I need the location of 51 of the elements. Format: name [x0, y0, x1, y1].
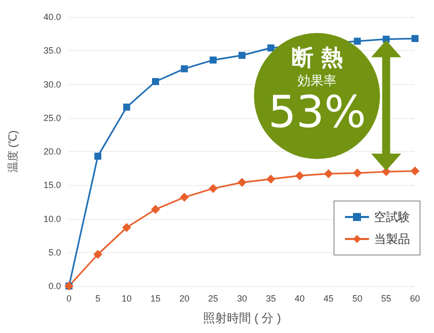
y-tick-label: 25.0: [43, 112, 61, 123]
point: [238, 52, 246, 59]
point: [238, 178, 246, 187]
x-tick-label: 45: [323, 294, 334, 304]
point: [354, 38, 361, 45]
legend-label: 空試験: [374, 210, 410, 224]
point: [210, 56, 217, 64]
point: [266, 174, 276, 184]
point: [93, 250, 102, 259]
x-tick-label: 15: [150, 294, 161, 304]
point: [151, 204, 160, 214]
y-tick-label: 20.0: [43, 146, 61, 156]
annotation: 断 熱: [290, 46, 344, 72]
point: [324, 169, 333, 178]
point: [382, 36, 390, 43]
x-tick-label: 25: [208, 294, 218, 304]
point: [122, 222, 132, 232]
x-tick-label: 20: [179, 294, 190, 304]
point: [412, 35, 418, 42]
point: [123, 104, 130, 111]
y-tick-label: 5.0: [48, 247, 61, 258]
y-tick-label: 30.0: [43, 79, 61, 90]
x-tick-label: 60: [410, 294, 420, 304]
x-tick-label: 30: [236, 294, 248, 304]
point: [180, 65, 188, 72]
x-axis-title: 照射時間 ( 分 ): [203, 311, 281, 325]
x-tick-label: 10: [122, 294, 132, 304]
point: [180, 192, 189, 202]
point: [352, 168, 362, 178]
x-tick-label: 50: [352, 294, 362, 304]
legend-label: 当製品: [374, 232, 410, 246]
annotation: 53%: [267, 87, 368, 138]
point: [208, 184, 218, 193]
y-axis-title: 温度 (℃): [6, 130, 20, 173]
y-tick-label: 15.0: [43, 180, 61, 190]
circle-badge: 断 熱 効果率 53%: [254, 33, 380, 159]
x-tick-label: 0: [66, 294, 72, 304]
y-tick-label: 0.0: [48, 281, 61, 291]
annotation: 効果率: [296, 74, 338, 90]
x-tick-label: 35: [266, 294, 276, 304]
y-tick-label: 10.0: [43, 214, 61, 224]
point: [295, 171, 304, 180]
y-tick-label: 40.0: [43, 12, 61, 22]
x-tick-label: 40: [294, 294, 305, 304]
point: [94, 152, 102, 160]
x-tick-label: 5: [95, 294, 100, 304]
point: [152, 78, 159, 86]
x-tick-label: 55: [381, 294, 392, 304]
point: [267, 44, 274, 52]
y-tick-label: 35.0: [43, 46, 61, 56]
point: [410, 166, 420, 176]
